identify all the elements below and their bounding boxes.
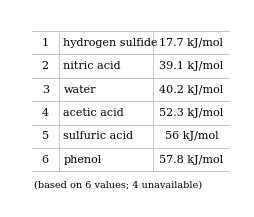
- Text: 5: 5: [41, 131, 49, 141]
- Text: hydrogen sulfide: hydrogen sulfide: [63, 38, 157, 48]
- Text: 39.1 kJ/mol: 39.1 kJ/mol: [159, 61, 223, 71]
- Text: (based on 6 values; 4 unavailable): (based on 6 values; 4 unavailable): [34, 180, 201, 189]
- Text: 6: 6: [41, 155, 49, 165]
- Text: acetic acid: acetic acid: [63, 108, 124, 118]
- Text: 3: 3: [41, 85, 49, 95]
- Text: phenol: phenol: [63, 155, 101, 165]
- Text: 2: 2: [41, 61, 49, 71]
- Text: sulfuric acid: sulfuric acid: [63, 131, 133, 141]
- Text: 40.2 kJ/mol: 40.2 kJ/mol: [159, 85, 223, 95]
- Text: water: water: [63, 85, 96, 95]
- Text: 17.7 kJ/mol: 17.7 kJ/mol: [159, 38, 223, 48]
- Text: 57.8 kJ/mol: 57.8 kJ/mol: [159, 155, 223, 165]
- Text: 1: 1: [41, 38, 49, 48]
- Text: 52.3 kJ/mol: 52.3 kJ/mol: [159, 108, 223, 118]
- Text: nitric acid: nitric acid: [63, 61, 121, 71]
- Text: 4: 4: [41, 108, 49, 118]
- Text: 56 kJ/mol: 56 kJ/mol: [164, 131, 217, 141]
